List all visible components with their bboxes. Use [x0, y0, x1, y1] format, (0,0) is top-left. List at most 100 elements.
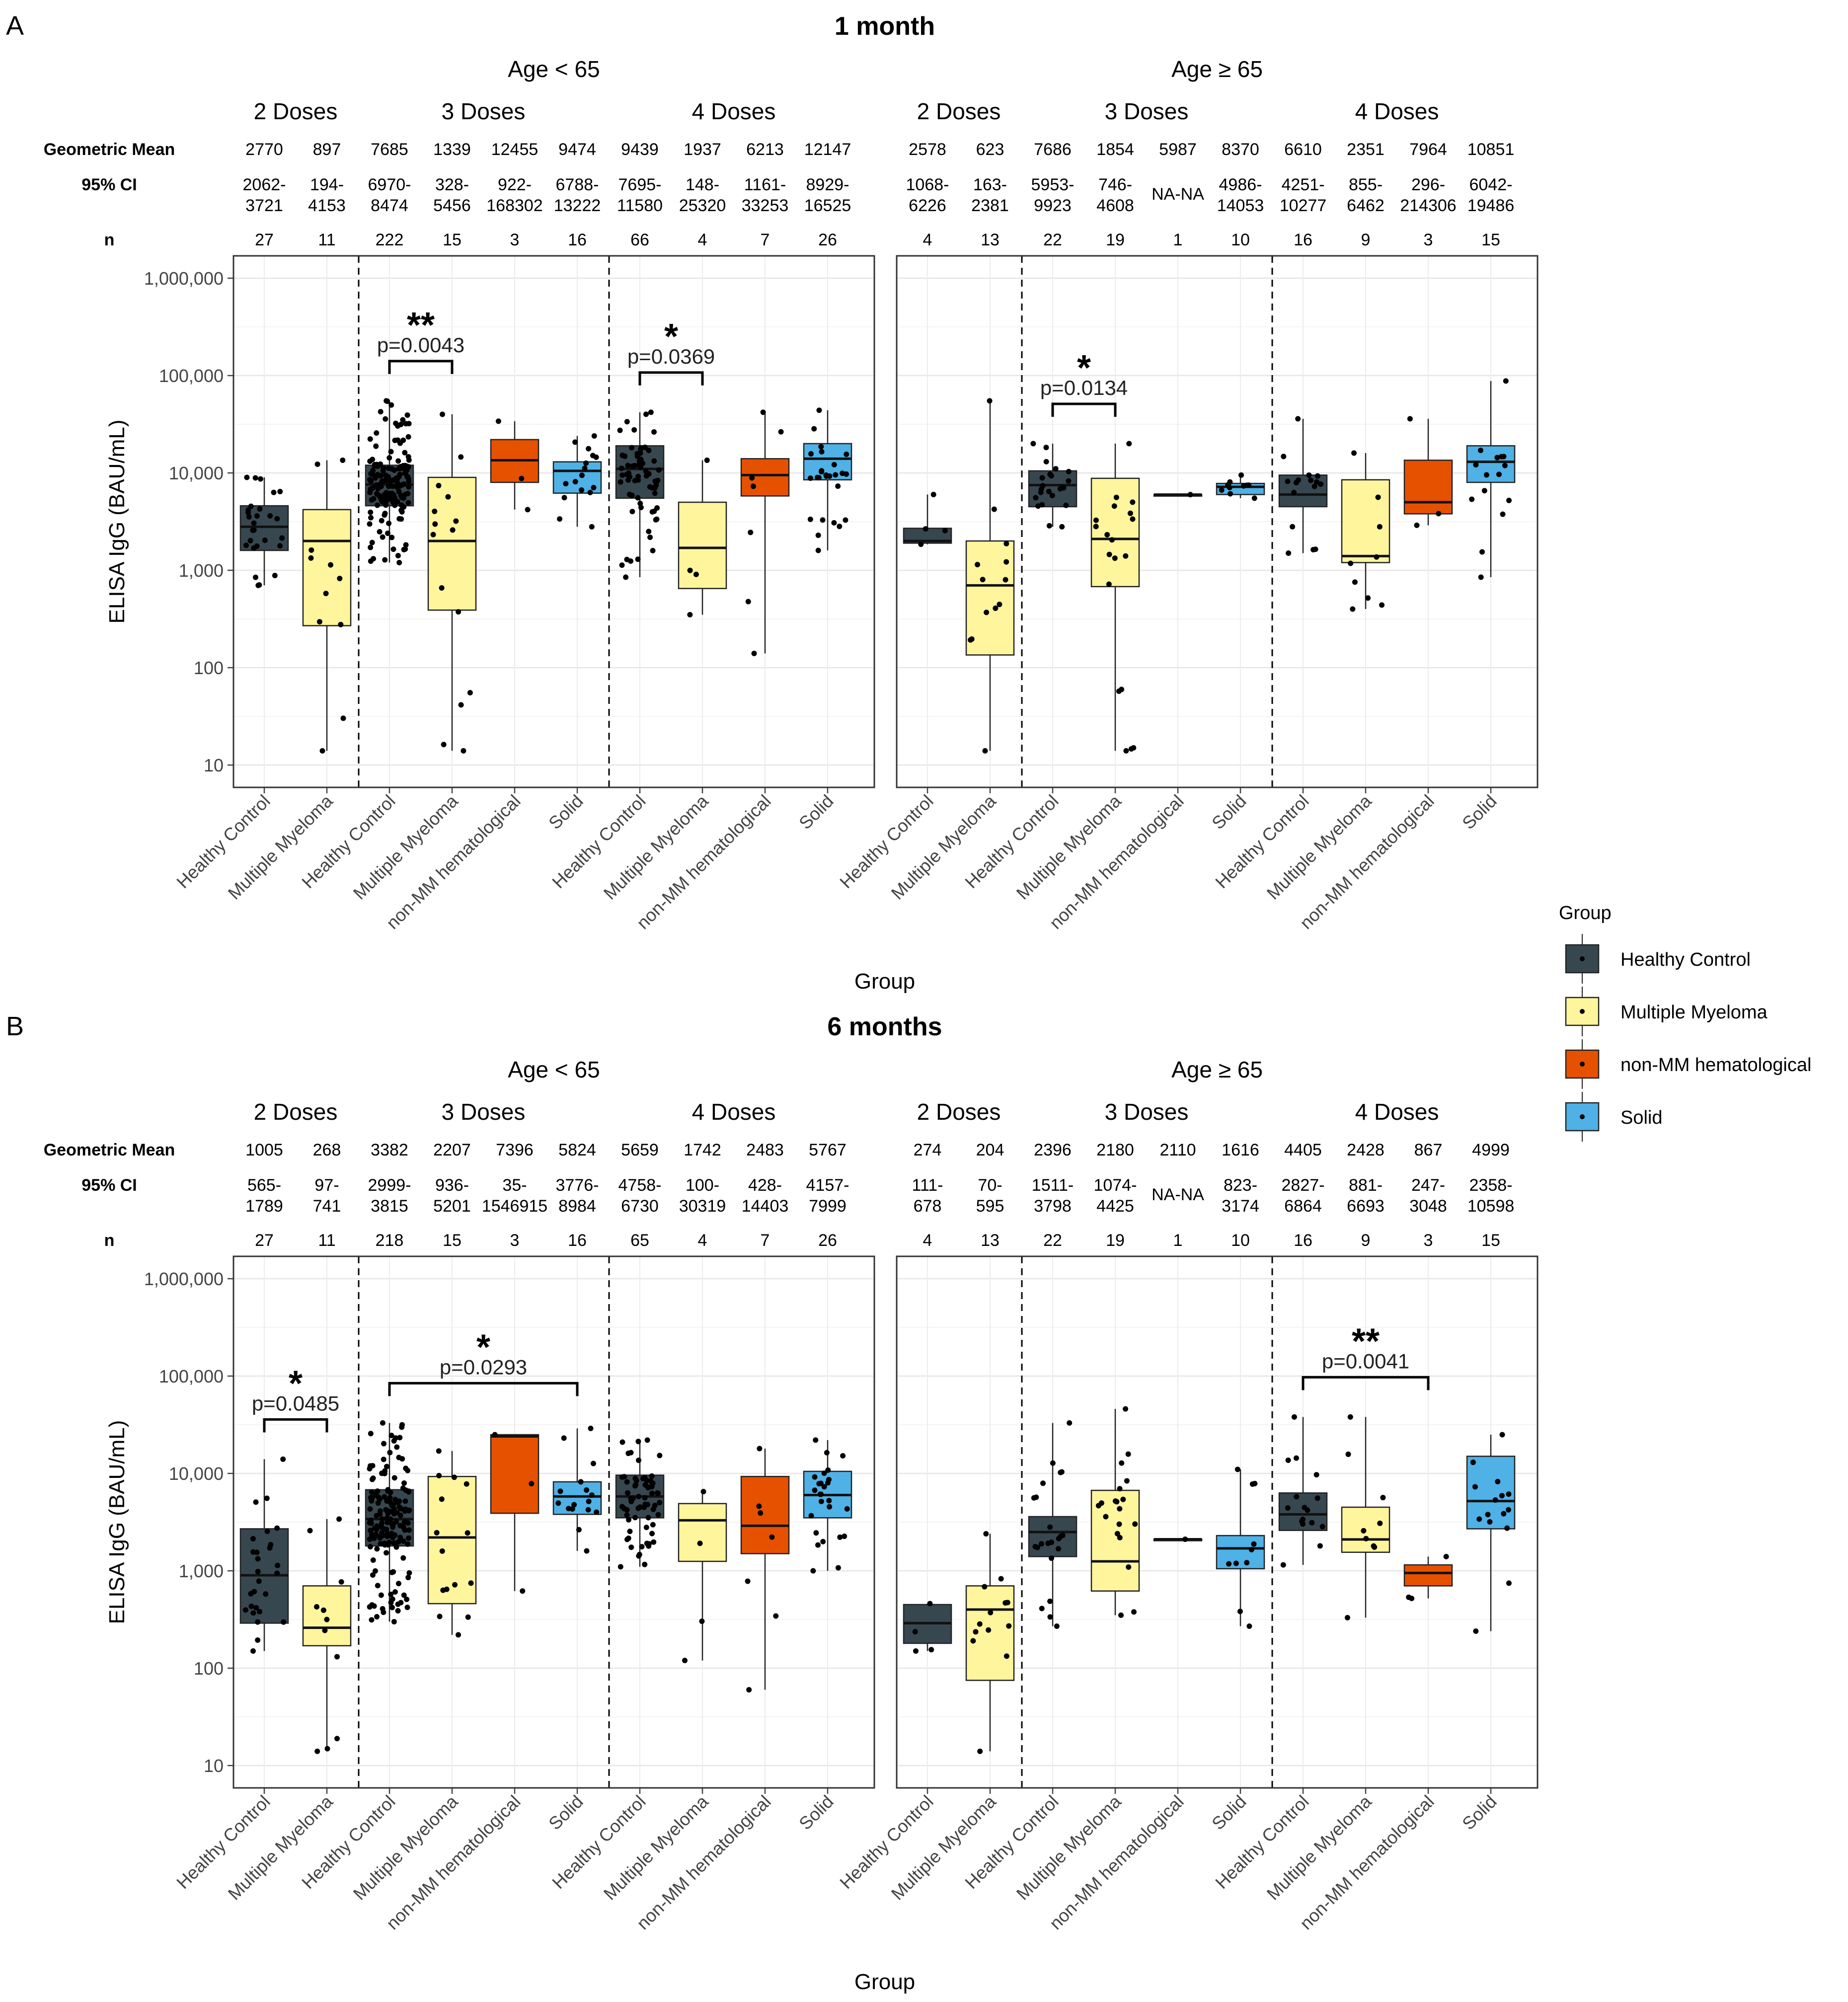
data-point	[591, 484, 597, 490]
data-point	[406, 1535, 412, 1541]
data-point	[308, 547, 314, 553]
dose-label: 3 Doses	[442, 1099, 526, 1125]
panel-letter: A	[6, 11, 24, 41]
legend-point	[1580, 956, 1585, 961]
data-point	[697, 1540, 703, 1546]
data-point	[387, 1450, 393, 1456]
data-point	[1059, 524, 1065, 530]
data-point	[382, 557, 388, 563]
n-value: 26	[818, 231, 837, 249]
data-point	[642, 1482, 648, 1488]
geometric-mean-value: 1339	[433, 140, 471, 159]
geometric-mean-value: 2110	[1159, 1141, 1196, 1159]
data-point	[818, 1498, 824, 1504]
data-point	[1106, 581, 1112, 587]
geometric-mean-value: 7396	[496, 1141, 534, 1159]
data-point	[629, 509, 635, 515]
data-point	[1365, 595, 1371, 601]
data-point	[623, 574, 629, 580]
data-point	[369, 1489, 375, 1495]
legend-label: non-MM hematological	[1620, 1055, 1811, 1076]
data-point	[519, 475, 525, 481]
data-point	[561, 495, 567, 501]
data-point	[1111, 503, 1117, 509]
data-point	[250, 1549, 256, 1555]
n-value: 222	[376, 231, 404, 249]
data-point	[820, 1539, 826, 1544]
data-point	[314, 1748, 320, 1754]
ci-upper: 3798	[1034, 1197, 1072, 1216]
data-point	[395, 458, 401, 464]
data-point	[814, 474, 820, 480]
data-point	[380, 534, 385, 540]
data-point	[464, 1530, 470, 1536]
ci-upper: 13222	[554, 196, 601, 215]
geometric-mean-value: 1854	[1096, 140, 1134, 159]
ci-upper: 3174	[1222, 1197, 1259, 1216]
geometric-mean-value: 5987	[1159, 140, 1197, 159]
data-point	[379, 1530, 385, 1536]
data-point	[401, 546, 407, 552]
x-tick-label: Multiple Myeloma	[600, 790, 713, 904]
data-point	[400, 1485, 406, 1491]
data-point	[624, 1490, 630, 1496]
data-point	[1252, 1480, 1258, 1486]
data-point	[625, 470, 631, 476]
data-point	[383, 478, 389, 484]
data-point	[262, 538, 268, 543]
data-point	[393, 1544, 399, 1550]
n-value: 16	[568, 231, 587, 249]
data-point	[439, 1496, 445, 1502]
significance-bracket: p=0.0293*	[388, 1327, 579, 1396]
data-point	[396, 559, 402, 565]
age-label: Age < 65	[508, 56, 600, 82]
box-iqr	[740, 458, 790, 497]
dose-label: 3 Doses	[1105, 98, 1189, 124]
data-point	[400, 1538, 406, 1544]
data-point	[918, 541, 924, 547]
data-point	[250, 1648, 256, 1654]
x-tick-label: Solid	[795, 791, 838, 834]
data-point	[368, 509, 374, 515]
data-point	[1505, 1507, 1511, 1513]
data-point	[591, 433, 597, 439]
n-value: 3	[1424, 1231, 1433, 1250]
data-point	[584, 1487, 590, 1493]
ci-lower: 1074-	[1094, 1176, 1137, 1195]
data-point	[402, 1498, 408, 1504]
data-point	[1093, 517, 1099, 523]
geometric-mean-value: 5824	[558, 1141, 596, 1159]
data-point	[1114, 1499, 1120, 1505]
data-point	[243, 542, 249, 548]
data-point	[912, 1629, 918, 1635]
data-point	[436, 483, 442, 489]
data-point	[375, 1500, 381, 1506]
x-tick-label: Multiple Myeloma	[600, 1791, 713, 1904]
data-point	[393, 420, 399, 426]
data-point	[396, 489, 402, 495]
data-point	[248, 503, 254, 509]
data-point	[397, 1435, 403, 1441]
data-point	[1058, 1469, 1064, 1475]
ci-value: NA-NA	[1152, 185, 1204, 204]
data-point	[387, 1489, 393, 1495]
data-point	[495, 418, 501, 424]
data-point	[1050, 1460, 1056, 1466]
data-point	[632, 1483, 638, 1489]
x-tick-label: Solid	[1208, 791, 1250, 834]
data-point	[811, 426, 817, 432]
data-point	[986, 1627, 992, 1633]
data-point	[982, 748, 988, 754]
data-point	[635, 1505, 641, 1511]
data-point	[819, 449, 825, 455]
data-point	[404, 1605, 410, 1611]
data-point	[1131, 1609, 1137, 1615]
data-point	[340, 457, 346, 463]
x-tick-label: Solid	[544, 1791, 587, 1834]
data-point	[529, 1481, 535, 1487]
dose-label: 3 Doses	[442, 98, 526, 124]
data-point	[338, 1579, 344, 1585]
n-value: 4	[698, 1231, 707, 1250]
data-point	[807, 475, 813, 481]
